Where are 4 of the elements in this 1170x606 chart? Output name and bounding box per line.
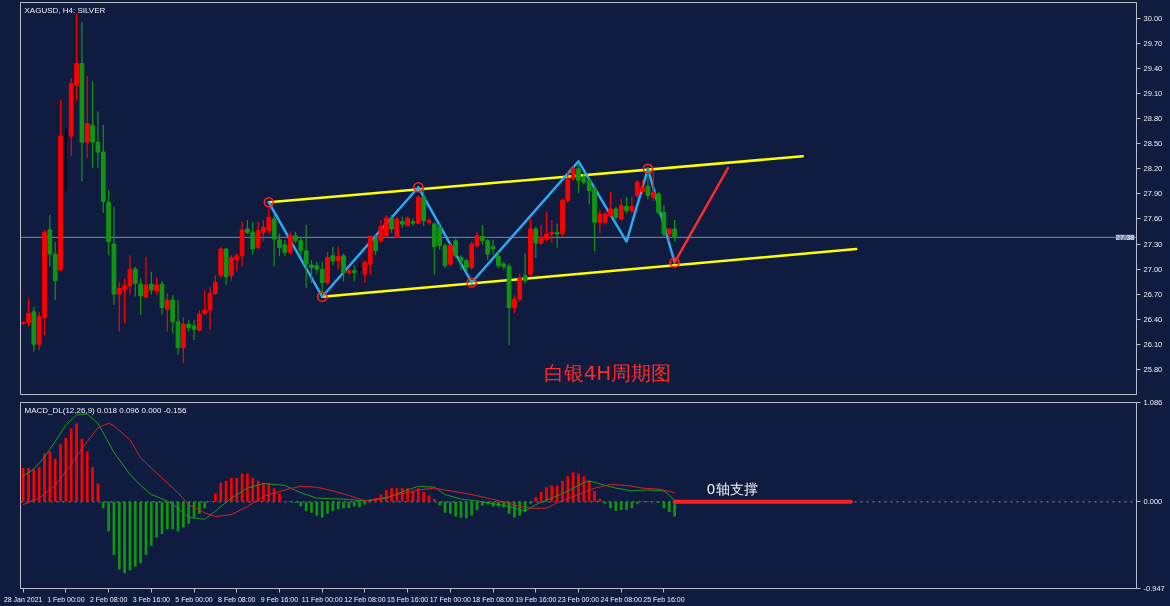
series-label: 0轴支撑 <box>706 480 758 497</box>
chart-title: MACD_DL(12,26,9) 0.018 0.096 0.000 -0.156 <box>24 405 187 415</box>
annotation: 白银4H周期图 <box>543 360 672 385</box>
chart-title: XAGUSD, H4: SILVER <box>24 5 106 15</box>
